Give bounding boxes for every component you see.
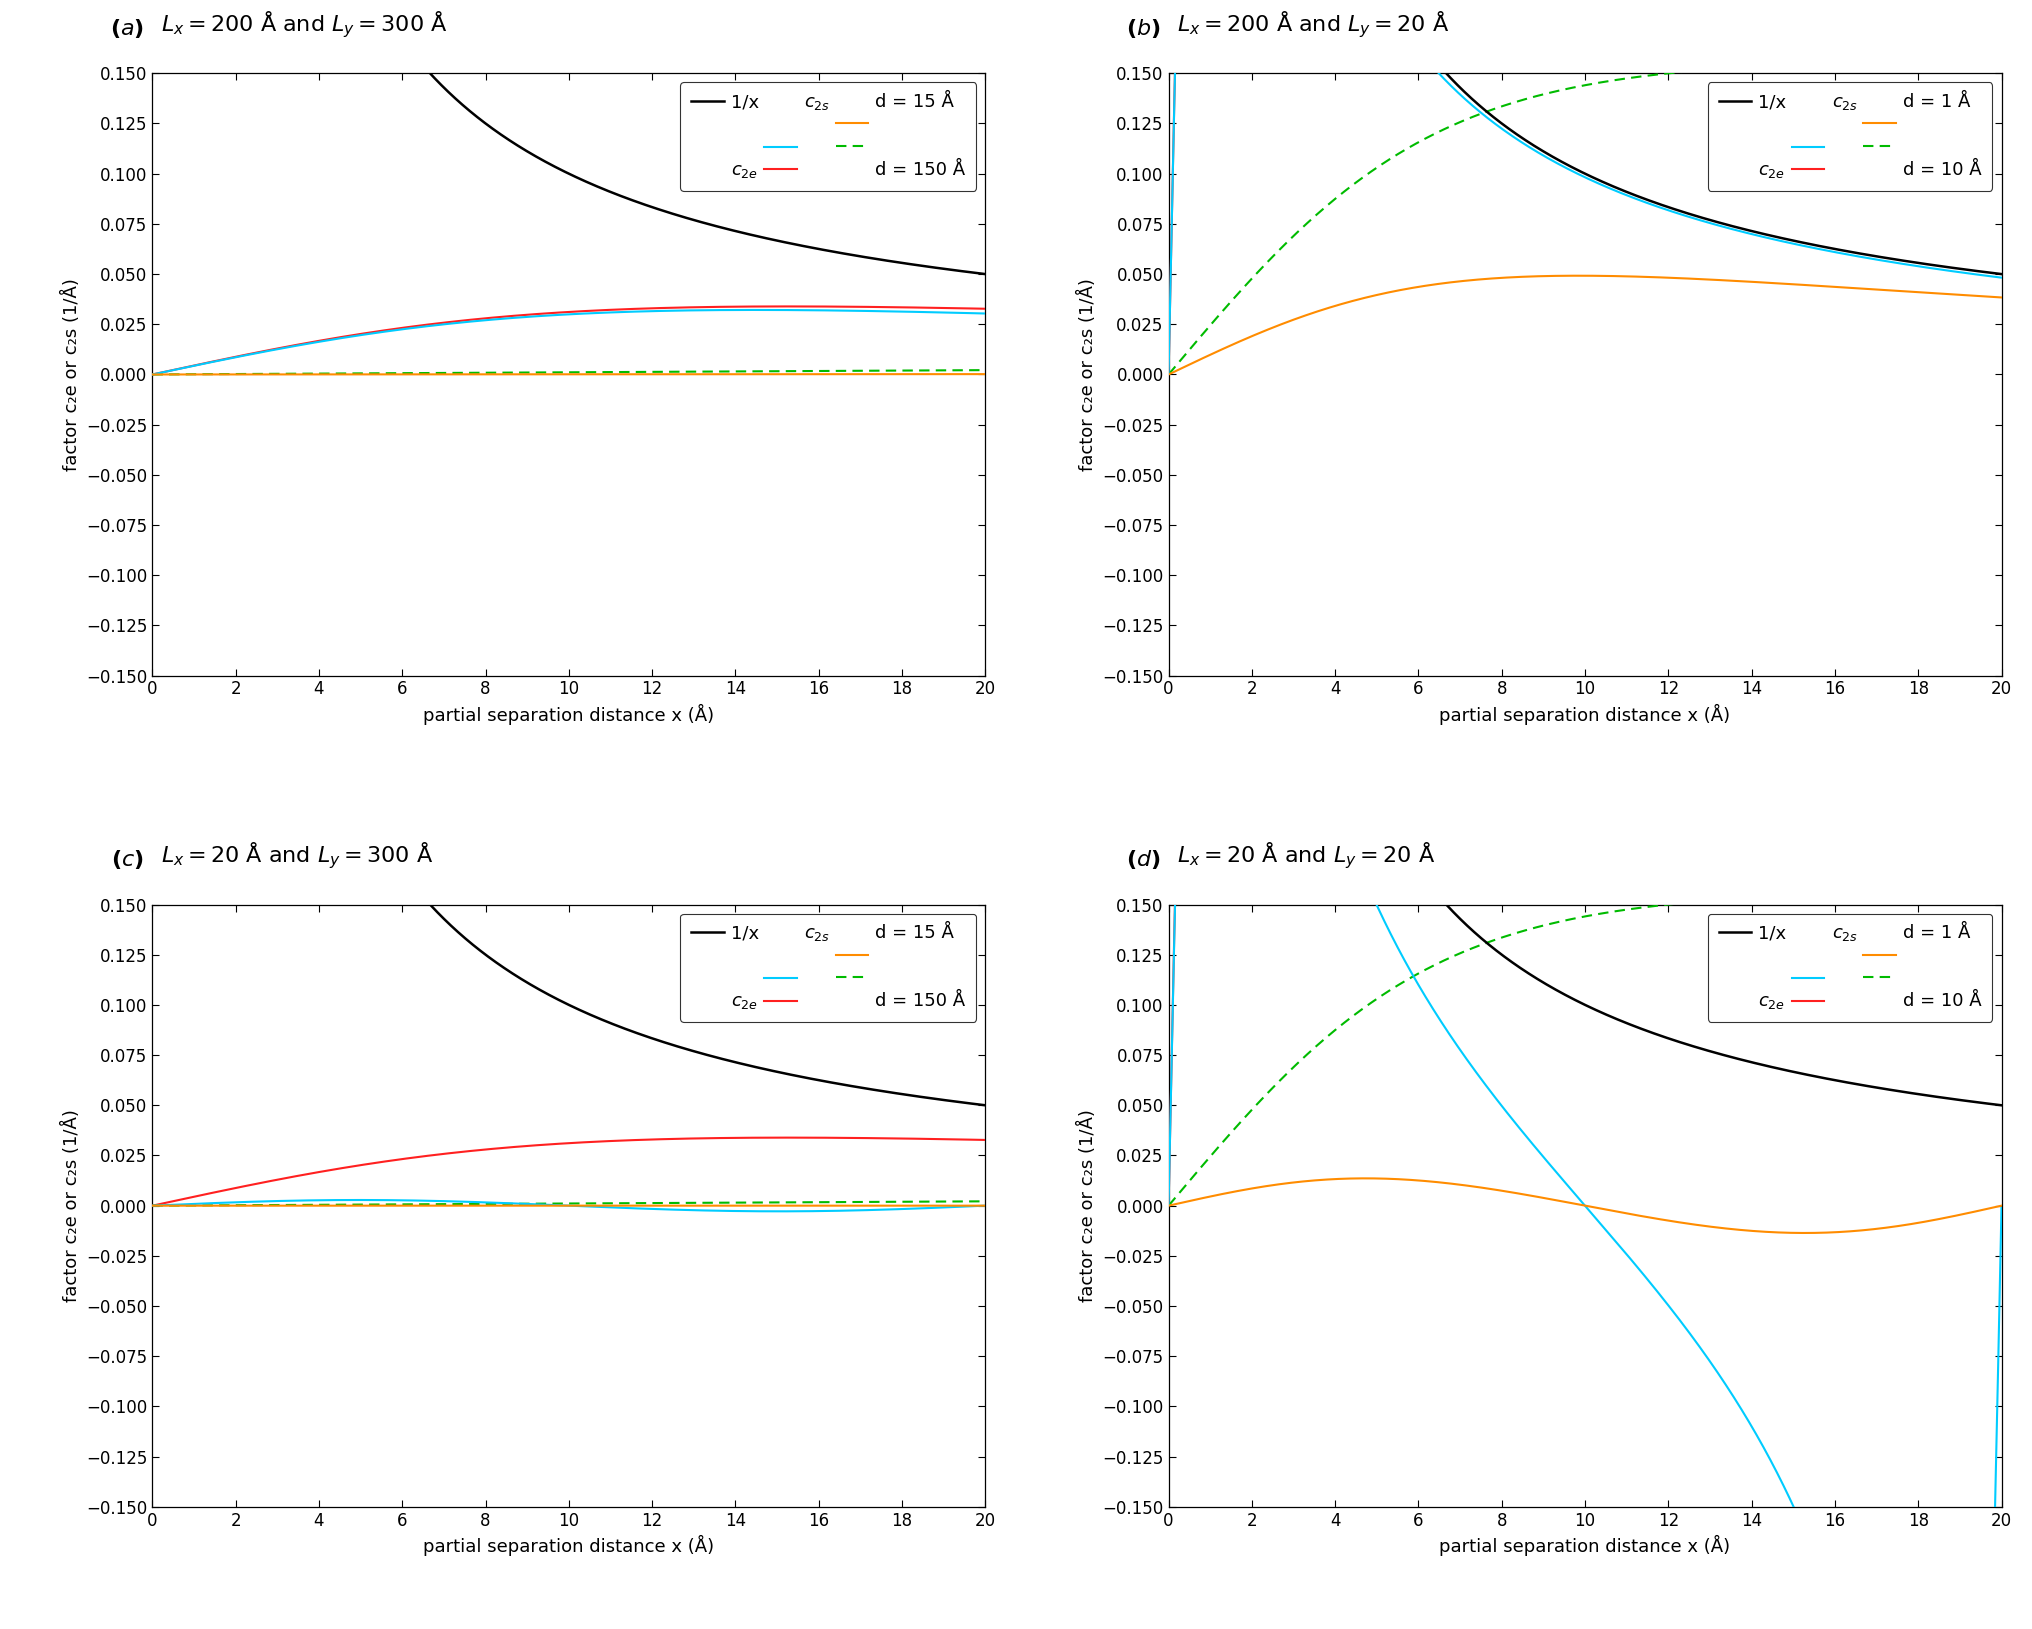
- X-axis label: partial separation distance x (Å): partial separation distance x (Å): [423, 1535, 715, 1556]
- Y-axis label: factor c₂e or c₂s (1/Å): factor c₂e or c₂s (1/Å): [61, 279, 81, 471]
- Legend: 1/x, , , $c_{2e}$, $c_{2s}$, , , , d = 1 Å, , , d = 10 Å: 1/x, , , $c_{2e}$, $c_{2s}$, , , , d = 1…: [1707, 914, 1993, 1021]
- Text: $L_x = 20$ Å and $L_y = 20$ Å: $L_x = 20$ Å and $L_y = 20$ Å: [1177, 841, 1435, 872]
- Legend: 1/x, , , $c_{2e}$, $c_{2s}$, , , , d = 15 Å, , , d = 150 Å: 1/x, , , $c_{2e}$, $c_{2s}$, , , , d = 1…: [681, 83, 975, 191]
- Text: $\mathbf{(\mathit{a})}$: $\mathbf{(\mathit{a})}$: [110, 18, 144, 41]
- Text: $\mathbf{(\mathit{b})}$: $\mathbf{(\mathit{b})}$: [1126, 18, 1160, 41]
- Text: $L_x = 200$ Å and $L_y = 300$ Å: $L_x = 200$ Å and $L_y = 300$ Å: [161, 10, 447, 41]
- X-axis label: partial separation distance x (Å): partial separation distance x (Å): [423, 704, 715, 725]
- Y-axis label: factor c₂e or c₂s (1/Å): factor c₂e or c₂s (1/Å): [61, 1109, 81, 1302]
- Text: $L_x = 200$ Å and $L_y = 20$ Å: $L_x = 200$ Å and $L_y = 20$ Å: [1177, 10, 1449, 41]
- Text: $\mathbf{(\mathit{d})}$: $\mathbf{(\mathit{d})}$: [1126, 849, 1160, 872]
- Legend: 1/x, , , $c_{2e}$, $c_{2s}$, , , , d = 1 Å, , , d = 10 Å: 1/x, , , $c_{2e}$, $c_{2s}$, , , , d = 1…: [1707, 83, 1993, 191]
- X-axis label: partial separation distance x (Å): partial separation distance x (Å): [1439, 704, 1731, 725]
- Y-axis label: factor c₂e or c₂s (1/Å): factor c₂e or c₂s (1/Å): [1077, 1109, 1097, 1302]
- X-axis label: partial separation distance x (Å): partial separation distance x (Å): [1439, 1535, 1731, 1556]
- Y-axis label: factor c₂e or c₂s (1/Å): factor c₂e or c₂s (1/Å): [1077, 279, 1097, 471]
- Text: $L_x = 20$ Å and $L_y = 300$ Å: $L_x = 20$ Å and $L_y = 300$ Å: [161, 841, 433, 872]
- Text: $\mathbf{(\mathit{c})}$: $\mathbf{(\mathit{c})}$: [112, 849, 144, 872]
- Legend: 1/x, , , $c_{2e}$, $c_{2s}$, , , , d = 15 Å, , , d = 150 Å: 1/x, , , $c_{2e}$, $c_{2s}$, , , , d = 1…: [681, 914, 975, 1021]
